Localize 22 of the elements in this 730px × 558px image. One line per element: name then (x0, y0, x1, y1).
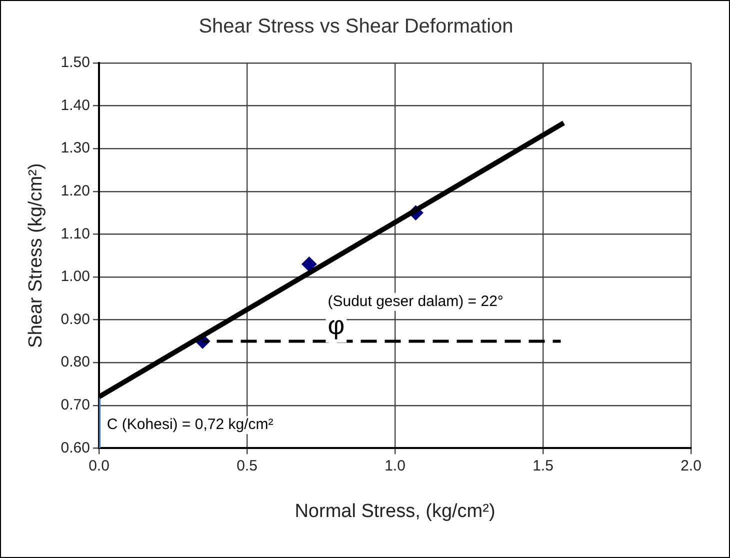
y-tick-label: 1.50 (60, 54, 90, 72)
y-tick-label: 0.70 (60, 396, 90, 414)
x-axis-title: Normal Stress, (kg/cm²) (294, 500, 496, 522)
chart-title: Shear Stress vs Shear Deformation (198, 16, 514, 38)
y-tick-label: 1.30 (60, 140, 90, 157)
x-tick-label: 0.5 (236, 457, 258, 474)
y-tick-label: 1.40 (60, 96, 90, 114)
x-tick-label: 1.5 (532, 457, 554, 474)
x-tick-label: 2.0 (680, 457, 702, 474)
annotation: (Sudut geser dalam) = 22° (328, 292, 504, 310)
y-tick-label: 1.10 (60, 225, 90, 242)
x-tick-label: 0.0 (88, 457, 110, 474)
y-tick-label: 0.90 (60, 310, 90, 328)
y-axis-title: Shear Stress (kg/cm²) (26, 163, 47, 348)
y-tick-label: 1.00 (60, 268, 90, 286)
point (302, 256, 317, 272)
y-tick-label: 0.60 (60, 439, 90, 456)
y-tick-label: 0.80 (60, 354, 90, 371)
annotation: C (Kohesi) = 0,72 kg/cm² (106, 416, 274, 434)
y-tick-label: 1.20 (60, 182, 90, 200)
annotation: φ (328, 310, 345, 340)
x-tick-label: 1.0 (384, 457, 406, 474)
